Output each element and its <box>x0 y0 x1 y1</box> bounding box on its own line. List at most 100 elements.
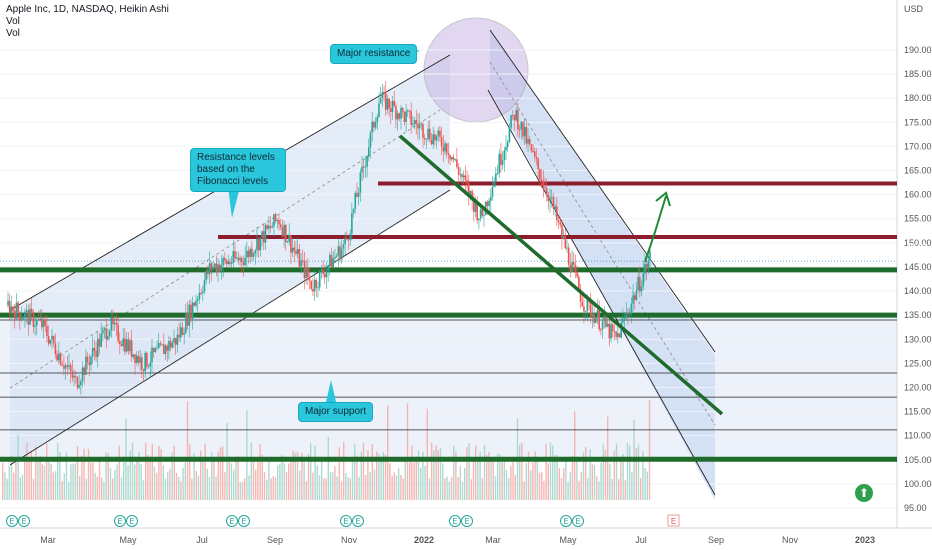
candle-body <box>37 319 40 321</box>
callout-pointer <box>326 380 336 402</box>
candle-body <box>190 304 192 319</box>
earnings-marker <box>449 515 461 527</box>
candle-body <box>344 238 346 245</box>
volume-bar <box>90 462 92 500</box>
volume-bar <box>79 475 81 500</box>
fib-line-3: Fibonacci levels <box>197 176 269 187</box>
candle-body <box>17 302 19 312</box>
candle-body <box>105 328 108 340</box>
volume-bar <box>197 475 200 500</box>
volume-bar <box>186 401 189 500</box>
candle-body <box>252 253 255 257</box>
candle-body <box>239 258 241 261</box>
earnings-marker <box>461 515 473 527</box>
volume-bar <box>26 442 28 500</box>
candle-body <box>134 354 136 364</box>
candle-body <box>268 225 270 229</box>
x-tick-label: Sep <box>708 535 724 545</box>
volume-bar <box>329 472 332 500</box>
candle-body <box>317 287 319 289</box>
candle-body <box>498 153 501 174</box>
volume-bar <box>591 463 593 500</box>
volume-bar <box>404 461 406 500</box>
volume-bar <box>362 443 365 500</box>
candle-body <box>586 297 589 311</box>
volume-bar <box>290 462 292 500</box>
earnings-marker-label: E <box>452 517 457 526</box>
volume-bar <box>556 454 558 500</box>
earnings-marker <box>126 515 138 527</box>
volume-bar <box>646 471 648 500</box>
candle-body <box>63 365 65 369</box>
candle-body <box>242 262 245 265</box>
candle-body <box>229 261 231 264</box>
candle-body <box>649 251 651 261</box>
fib-levels-callout: Resistance levels based on the Fibonacci… <box>190 148 286 192</box>
candle-body <box>279 224 282 228</box>
candle-body <box>191 302 194 319</box>
candle-body <box>605 316 607 327</box>
candle-body <box>361 166 363 173</box>
candle-body <box>47 336 50 344</box>
volume-bar <box>164 478 167 500</box>
candle-body <box>169 341 172 348</box>
volume-bar <box>120 477 123 500</box>
earnings-marker-label: E <box>117 517 122 526</box>
candle-body <box>478 218 480 221</box>
volume-bar <box>534 451 536 500</box>
earnings-marker-label: E <box>343 517 348 526</box>
candle-body <box>230 263 233 265</box>
candle-body <box>451 157 453 160</box>
candle-body <box>439 130 441 137</box>
volume-bar <box>371 444 373 500</box>
candle-body <box>347 239 350 241</box>
candle-body <box>171 342 174 348</box>
candle-body <box>556 206 558 220</box>
candle-body <box>224 257 226 261</box>
chart-legend: Apple Inc, 1D, NASDAQ, Heikin Ashi Vol V… <box>6 4 169 40</box>
candle-body <box>310 280 313 289</box>
volume-bar <box>596 476 598 500</box>
volume-bar <box>585 446 587 500</box>
candle-body <box>517 110 519 130</box>
candle-body <box>428 128 431 140</box>
candle-body <box>459 174 462 176</box>
candle-body <box>96 338 99 357</box>
major-resistance-callout: Major resistance <box>330 44 418 64</box>
candle-body <box>139 357 141 363</box>
volume-bar <box>389 463 391 500</box>
volume-bar <box>252 459 255 500</box>
candle-body <box>157 343 160 349</box>
volume-bar <box>72 463 74 500</box>
y-tick-label: 95.00 <box>904 503 927 513</box>
volume-bar <box>380 459 382 500</box>
candle-body <box>598 309 600 330</box>
candle-body <box>637 276 639 291</box>
candle-body <box>386 98 389 110</box>
scroll-up-icon[interactable]: ⬆ <box>855 484 873 502</box>
candle-body <box>137 355 140 363</box>
volume-bar <box>50 463 52 500</box>
volume-bar <box>417 450 420 500</box>
candle-body <box>174 338 177 345</box>
y-tick-label: 125.00 <box>904 358 932 368</box>
volume-bar <box>376 451 378 500</box>
volume-bar <box>268 460 270 500</box>
volume-bar <box>158 445 160 500</box>
volume-bar <box>527 451 530 500</box>
volume-bar <box>582 452 585 500</box>
candle-body <box>369 132 372 148</box>
volume-bar <box>554 455 556 500</box>
volume-bar <box>358 476 360 500</box>
volume-bar <box>618 479 620 500</box>
candle-body <box>240 258 243 263</box>
volume-bar <box>182 468 184 500</box>
candle-body <box>395 106 397 120</box>
candle-body <box>342 244 345 249</box>
candle-body <box>32 312 35 327</box>
candle-body <box>278 220 280 225</box>
candle-body <box>391 101 394 112</box>
y-tick-label: 105.00 <box>904 455 932 465</box>
